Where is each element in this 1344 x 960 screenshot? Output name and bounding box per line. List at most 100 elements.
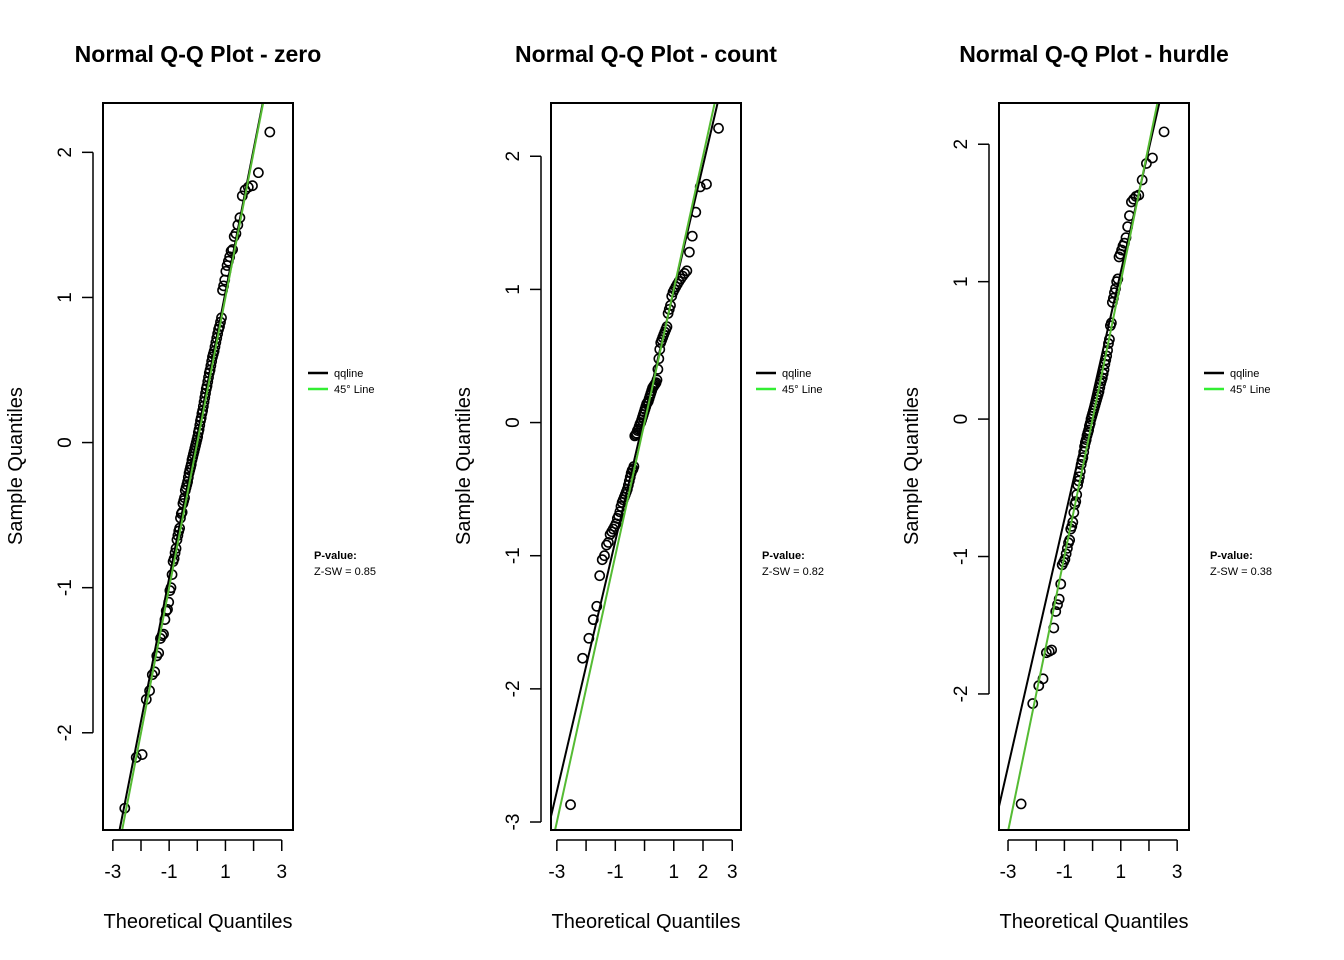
p-value-title: P-value: — [762, 550, 805, 562]
data-point — [264, 126, 276, 138]
data-point — [1046, 644, 1058, 656]
y-tick-label: -3 — [503, 814, 524, 831]
legend: qqline 45° Line — [308, 368, 375, 396]
data-point — [683, 246, 695, 258]
p-value-annotation: P-value: Z-SW = 0.38 — [1210, 550, 1272, 578]
x-tick-label: 3 — [276, 862, 287, 883]
qq-panel-3: Normal Q-Q Plot - hurdle -3 -1 1 3 Theoretica… — [901, 41, 1272, 933]
x-axis-label: Theoretical Quantiles — [1000, 911, 1189, 933]
plot-box — [998, 102, 1190, 831]
data-point — [623, 475, 635, 487]
y-tick-label: 1 — [951, 276, 972, 287]
data-point — [1052, 599, 1063, 611]
panel-title: Normal Q-Q Plot - hurdle — [959, 41, 1229, 67]
x-axis-label: Theoretical Quantiles — [104, 911, 293, 933]
p-value-title: P-value: — [1210, 550, 1253, 562]
y-tick-label: 1 — [503, 284, 524, 295]
plot-box — [550, 102, 742, 831]
p-value-text: Z-SW = 0.38 — [1210, 566, 1272, 578]
x-tick-label: -3 — [1000, 862, 1017, 883]
y-tick-label: -1 — [503, 547, 524, 564]
points — [565, 122, 724, 811]
y-axis: -2 -1 0 1 2 — [55, 147, 94, 741]
data-point — [1158, 126, 1170, 138]
y-tick-label: -1 — [951, 548, 972, 565]
line-45-degree — [1007, 102, 1159, 831]
data-point — [604, 529, 616, 540]
x-tick-label: -1 — [607, 862, 624, 883]
x-tick-label: 1 — [220, 862, 231, 883]
data-point — [679, 268, 691, 279]
y-tick-label: 2 — [951, 139, 972, 150]
data-point — [565, 799, 576, 811]
legend-label: qqline — [1230, 368, 1259, 380]
y-axis-label: Sample Quantiles — [453, 387, 475, 545]
x-tick-label: 2 — [698, 862, 709, 883]
x-axis: -3 -1 1 3 — [104, 839, 287, 883]
panel-title: Normal Q-Q Plot - count — [515, 41, 777, 67]
qq-panel-1: Normal Q-Q Plot - zero -3 -1 1 3 Theoretical … — [5, 41, 376, 933]
data-point — [225, 245, 237, 257]
x-tick-label: 3 — [727, 862, 738, 883]
data-point — [681, 265, 693, 277]
x-tick-label: 3 — [1172, 862, 1183, 883]
data-point — [252, 167, 264, 179]
x-axis: -3 -1 1 3 — [1000, 839, 1183, 883]
y-axis-label: Sample Quantiles — [901, 387, 923, 545]
legend-label: 45° Line — [1230, 384, 1271, 396]
qq-panel-2: Normal Q-Q Plot - count-3 -1 1 2 3Theoretica… — [453, 41, 824, 933]
legend-label: 45° Line — [782, 384, 823, 396]
legend: qqline 45° Line — [1204, 368, 1271, 396]
line-45-degree — [554, 102, 716, 831]
panel-title: Normal Q-Q Plot - zero — [75, 41, 322, 67]
y-tick-label: -2 — [503, 680, 524, 697]
legend: qqline 45° Line — [756, 368, 823, 396]
y-axis: -3 -2 -1 0 1 2 — [503, 151, 542, 831]
y-axis: -2 -1 0 1 2 — [951, 139, 990, 702]
y-tick-label: -2 — [55, 724, 76, 741]
y-tick-label: 1 — [55, 292, 76, 303]
data-point — [1015, 798, 1027, 810]
y-axis-label: Sample Quantiles — [5, 387, 27, 545]
x-tick-label: -1 — [1056, 862, 1073, 883]
data-point — [594, 570, 606, 582]
data-point — [591, 600, 603, 612]
data-point — [577, 652, 588, 664]
data-point — [599, 550, 610, 562]
data-point — [713, 122, 724, 134]
y-tick-label: 0 — [503, 417, 524, 428]
p-value-text: Z-SW = 0.82 — [762, 566, 824, 578]
data-point — [1079, 441, 1090, 452]
p-value-annotation: P-value: Z-SW = 0.82 — [762, 550, 824, 578]
data-point — [686, 230, 698, 242]
p-value-text: Z-SW = 0.85 — [314, 566, 376, 578]
x-tick-label: -3 — [548, 862, 565, 883]
plot-box — [102, 102, 294, 831]
points — [1015, 126, 1170, 810]
y-tick-label: 2 — [55, 147, 76, 158]
data-point — [1147, 152, 1158, 164]
line-45-degree — [121, 102, 265, 831]
data-point — [1055, 578, 1067, 590]
legend-label: qqline — [782, 368, 811, 380]
data-point — [602, 537, 614, 548]
y-tick-label: -2 — [951, 685, 972, 702]
x-tick-label: 1 — [1115, 862, 1126, 883]
y-tick-label: -1 — [55, 579, 76, 596]
x-tick-label: -3 — [104, 862, 121, 883]
x-tick-label: 1 — [668, 862, 679, 883]
data-point — [1050, 606, 1062, 617]
x-axis: -3 -1 1 2 3 — [548, 839, 738, 883]
data-point — [701, 178, 712, 190]
y-tick-label: 0 — [951, 414, 972, 425]
p-value-title: P-value: — [314, 550, 357, 562]
data-point — [673, 276, 685, 287]
x-tick-label: -1 — [161, 862, 178, 883]
p-value-annotation: P-value: Z-SW = 0.85 — [314, 550, 376, 578]
x-axis-label: Theoretical Quantiles — [552, 911, 741, 933]
y-tick-label: 0 — [55, 437, 76, 448]
data-point — [236, 190, 248, 202]
legend-label: qqline — [334, 368, 363, 380]
legend-label: 45° Line — [334, 384, 375, 396]
